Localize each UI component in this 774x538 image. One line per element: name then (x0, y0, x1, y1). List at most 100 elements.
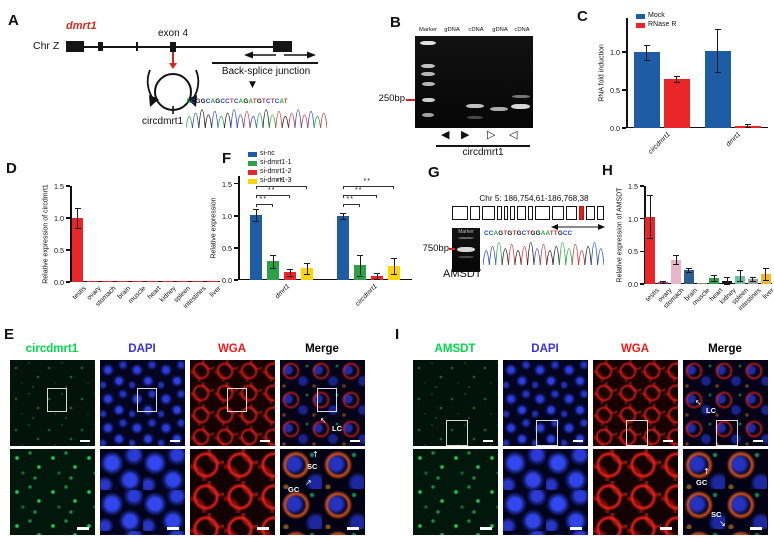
scale-bar (167, 527, 179, 530)
primer-arrow-open-left-icon: ◁ (509, 128, 518, 141)
inset-box (626, 420, 648, 446)
scale-bar (80, 440, 90, 442)
chromosome-label: Chr Z (33, 40, 60, 52)
size-marker-label: 750bp (422, 243, 449, 254)
micrograph-dapi-overview (503, 360, 588, 446)
amsdt-gene-label: AMSDT (443, 268, 482, 280)
exon-box (273, 41, 292, 52)
junction-label: Back-splice junction (221, 66, 311, 77)
annotation-arrow-icon: ↑ (312, 450, 319, 459)
amsdt-exon-structure (452, 206, 604, 220)
panel-e-label: E (4, 326, 15, 343)
scale-bar (77, 527, 89, 530)
exon-box (66, 41, 84, 52)
channel-header-amsdt: AMSDT (434, 343, 476, 355)
inset-box (227, 388, 247, 412)
scale-bar (753, 440, 763, 442)
primer-arrow-open-right-icon: ▷ (487, 128, 496, 141)
micrograph-wga-zoom (190, 449, 275, 535)
micrograph-merge-overview: ↖ LC (280, 360, 365, 446)
junction-sequence: ACGGCAGCCTCAGATGTCTCAT (186, 98, 288, 105)
red-arrow-head-icon (169, 63, 177, 69)
micrograph-merge-zoom: ↑ SC GC ↗ (280, 449, 365, 535)
gel-gene-label: circdmrt1 (462, 147, 504, 158)
gel-lane-label: cDNA (514, 27, 530, 33)
micrograph-merge-overview: ↖ LC (683, 360, 768, 446)
micrograph-dapi-zoom (100, 449, 185, 535)
germ-cell-annotation: GC (288, 485, 300, 494)
micrograph-wga-overview (190, 360, 275, 446)
annotation-arrow-icon: ↑ (703, 467, 710, 476)
primer-arrow-filled-left-icon: ◀ (441, 128, 450, 141)
channel-header-merge: Merge (708, 343, 742, 355)
micrograph-dapi-overview (100, 360, 185, 446)
inset-box (716, 420, 738, 446)
panel-d-label: D (6, 160, 17, 177)
channel-header-dapi: DAPI (128, 343, 156, 355)
locus-label: Chr 5: 186,754,61-186,768,38 (479, 194, 589, 203)
size-marker-label: 250bp (378, 93, 405, 104)
gel-lane-label: cDNA (468, 27, 484, 33)
micrograph-circdmrt1-zoom (10, 449, 95, 535)
gene-line (66, 46, 292, 48)
exon4-box (170, 41, 176, 52)
micrograph-amsdt-overview (413, 360, 498, 446)
scale-bar (570, 527, 582, 530)
sertoli-cell-annotation: SC (307, 462, 318, 471)
gel-lane-label: Marker (458, 229, 474, 235)
panel-f-label: F (222, 150, 232, 167)
annotation-arrow-icon: ↘ (719, 519, 726, 528)
leydig-cell-annotation: LC (706, 406, 716, 415)
micrograph-wga-overview (593, 360, 678, 446)
primer-arrow-filled-right-icon: ▶ (461, 128, 470, 141)
channel-header-dapi: DAPI (531, 343, 559, 355)
gel-lane-label: gDNA (492, 27, 508, 33)
scale-bar (663, 440, 673, 442)
channel-header-wga: WGA (217, 343, 247, 355)
exon-label: exon 4 (158, 28, 189, 39)
gel-image (415, 36, 533, 128)
exon-box (136, 42, 138, 51)
panel-b-label: B (390, 14, 401, 31)
inset-box (536, 420, 558, 446)
micrograph-dapi-zoom (503, 449, 588, 535)
channel-header-wga: WGA (620, 343, 650, 355)
scale-bar (350, 440, 360, 442)
chart-rnase-r-treatment: 0.0 0.5 1.0 RNA fold induction circdmrt1 dmrt… (596, 12, 774, 162)
scale-bar (347, 527, 359, 530)
junction-pointer-icon: ▼ (249, 80, 256, 90)
chart-circdmrt1-tissue-expression: 0.0 0.5 1.0 1.5 Relative expression of circd… (42, 182, 223, 311)
inset-box (47, 388, 67, 412)
scale-bar (257, 527, 269, 530)
annotation-arrow-icon: ↖ (320, 416, 327, 425)
chart-amsdt-tissue-expression: 0.0 0.5 1.0 1.5 Relative expression of AMSDT… (616, 182, 774, 313)
inset-box (137, 388, 157, 412)
exon-box (98, 42, 103, 51)
sertoli-cell-annotation: SC (711, 510, 722, 519)
gene-underline (436, 145, 530, 147)
scale-bar (480, 527, 492, 530)
red-arrow-line (172, 52, 174, 63)
junction-underline (212, 62, 318, 64)
circrna-diagram-icon (146, 69, 200, 114)
channel-header-circdmrt1: circdmrt1 (25, 343, 79, 355)
amsdt-sequence: CCAGTGTGCTGGAATTGCC (484, 230, 573, 237)
chart-sirna-knockdown: 0.0 0.5 1.0 1.5 Relative expression dmrt1 circ… (211, 150, 418, 330)
annotation-arrow-icon: ↗ (305, 478, 312, 487)
gel-lane-label: gDNA (444, 27, 460, 33)
channel-header-merge: Merge (305, 343, 339, 355)
scale-bar (660, 527, 672, 530)
germ-cell-annotation: GC (696, 478, 708, 487)
inset-box (317, 388, 337, 412)
micrograph-merge-zoom: ↑ GC SC ↘ (683, 449, 768, 535)
scale-bar (260, 440, 270, 442)
highlighted-exon (579, 206, 584, 220)
primer-pair-arrows-icon (551, 224, 605, 230)
scale-bar (573, 440, 583, 442)
circ-name-label: circdmrt1 (142, 116, 184, 127)
gel-image-small: Marker (452, 228, 480, 272)
gene-name-dmrt1: dmrt1 (66, 20, 97, 32)
micrograph-circdmrt1-overview (10, 360, 95, 446)
divergent-primer-arrows-icon (244, 51, 316, 59)
